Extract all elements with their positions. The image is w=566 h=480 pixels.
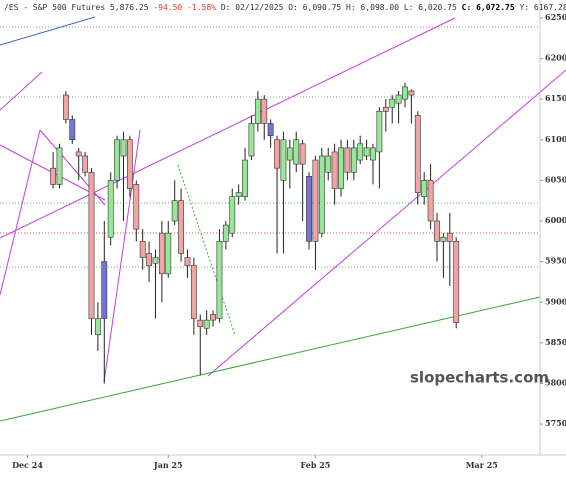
candle-body bbox=[402, 86, 408, 100]
candle-body bbox=[427, 180, 434, 222]
candle-body bbox=[274, 139, 280, 169]
prev-info: Y: 6167.28 bbox=[519, 3, 566, 12]
candle-body bbox=[203, 319, 210, 329]
candle-body bbox=[254, 98, 261, 124]
candle-body bbox=[434, 220, 440, 242]
candle-body bbox=[286, 147, 293, 161]
candle-body bbox=[293, 139, 300, 165]
y-tick-label: 6100 bbox=[545, 134, 566, 144]
trendline bbox=[0, 129, 41, 296]
candle-body bbox=[312, 159, 319, 242]
candle-body bbox=[216, 241, 223, 319]
candle-body bbox=[75, 151, 82, 157]
candle-body bbox=[229, 196, 236, 234]
candle-body bbox=[446, 232, 453, 242]
trendline bbox=[0, 16, 96, 46]
candle-body bbox=[158, 232, 165, 275]
candle-body bbox=[50, 167, 57, 185]
candle-body bbox=[107, 180, 114, 238]
x-tick-label: Mar 25 bbox=[466, 460, 498, 470]
close-info: C: 6,072.75 bbox=[462, 3, 515, 12]
header: /ES - S&P 500 Futures 5,876.25 -94.50 -1… bbox=[4, 3, 566, 12]
candle-body bbox=[280, 139, 287, 181]
trendline bbox=[0, 296, 541, 422]
candle-body bbox=[152, 257, 159, 264]
candle-body bbox=[133, 184, 140, 230]
ohlc-info: D: 02/12/2025 O: 6,090.75 H: 6,098.00 L:… bbox=[221, 3, 457, 12]
x-tick-label: Feb 25 bbox=[301, 460, 331, 470]
candle-body bbox=[94, 318, 101, 336]
candle-body bbox=[261, 98, 268, 124]
candle-body bbox=[395, 94, 402, 104]
y-tick-label: 5800 bbox=[545, 378, 566, 388]
candle-body bbox=[88, 171, 95, 319]
symbol-title: /ES - S&P 500 Futures bbox=[4, 3, 105, 12]
candle-body bbox=[408, 90, 415, 96]
candle-body bbox=[363, 147, 370, 157]
x-tick-label: Dec 24 bbox=[12, 460, 43, 470]
candle-body bbox=[56, 147, 63, 185]
y-tick-label: 6050 bbox=[545, 174, 566, 184]
candle-body bbox=[63, 94, 69, 120]
candle-body bbox=[146, 253, 152, 266]
y-tick-label: 5950 bbox=[545, 256, 566, 266]
trendline bbox=[103, 129, 141, 383]
candle-body bbox=[171, 200, 178, 222]
candle-body bbox=[382, 106, 389, 112]
candles bbox=[50, 82, 460, 384]
candle-body bbox=[414, 115, 421, 193]
candle-body bbox=[197, 319, 204, 327]
candle-body bbox=[235, 192, 242, 197]
candle-body bbox=[82, 155, 88, 173]
candle-body bbox=[376, 111, 383, 153]
y-tick-label: 5750 bbox=[545, 418, 566, 428]
candle-body bbox=[69, 119, 76, 141]
watermark: slopecharts.com bbox=[410, 369, 549, 387]
candle-body bbox=[222, 224, 229, 242]
candle-body bbox=[114, 139, 120, 181]
candle-body bbox=[165, 232, 172, 275]
candle-body bbox=[421, 180, 428, 197]
trendline bbox=[0, 17, 456, 239]
candle-body bbox=[453, 241, 460, 323]
trendline bbox=[177, 164, 236, 336]
y-tick-label: 5850 bbox=[545, 337, 566, 347]
candle-body bbox=[350, 147, 357, 173]
candle-body bbox=[389, 98, 396, 108]
candle-body bbox=[338, 147, 344, 189]
candle-body bbox=[120, 139, 127, 157]
x-tick-label: Jan 25 bbox=[153, 460, 183, 470]
candle-body bbox=[242, 159, 248, 197]
candle-body bbox=[440, 236, 447, 242]
candle-body bbox=[325, 155, 332, 173]
candle-body bbox=[306, 176, 312, 242]
candle-body bbox=[210, 314, 216, 321]
candle-body bbox=[126, 139, 133, 189]
candle-body bbox=[370, 147, 376, 161]
last-price: 5,876.25 bbox=[110, 3, 149, 12]
candle-body bbox=[357, 143, 364, 161]
y-tick-label: 6000 bbox=[545, 215, 566, 225]
candle-body bbox=[344, 147, 351, 173]
candle-body bbox=[248, 123, 255, 157]
candle-body bbox=[101, 261, 108, 319]
candle-body bbox=[184, 257, 191, 266]
candle-body bbox=[331, 151, 338, 189]
change-pct: -1.58% bbox=[187, 3, 216, 12]
y-tick-label: 6250 bbox=[545, 12, 566, 22]
y-tick-label: 5900 bbox=[545, 296, 566, 306]
candle-body bbox=[139, 241, 146, 258]
y-tick-label: 6150 bbox=[545, 93, 566, 103]
trendline bbox=[0, 71, 43, 111]
y-tick-label: 6200 bbox=[545, 53, 566, 63]
trendline bbox=[207, 69, 566, 377]
candle-body bbox=[190, 265, 197, 319]
change: -94.50 bbox=[153, 3, 182, 12]
candle-body bbox=[318, 155, 325, 234]
candle-body bbox=[267, 123, 274, 136]
candle-body bbox=[178, 200, 184, 254]
candle-body bbox=[299, 143, 306, 165]
